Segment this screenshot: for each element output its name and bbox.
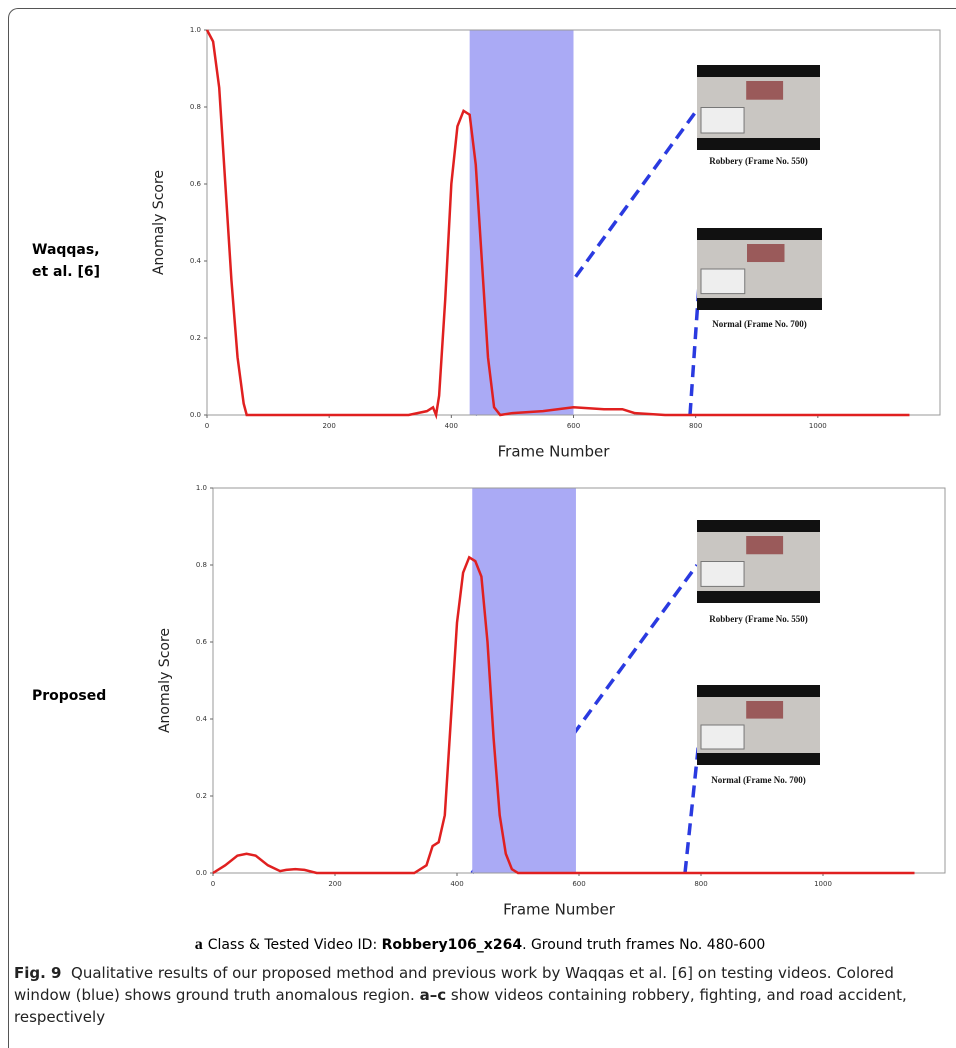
y-tick-label: 1.0 — [196, 484, 207, 492]
x-tick-label: 600 — [572, 880, 585, 888]
thumbnail-caption: Robbery (Frame No. 550) — [709, 156, 807, 166]
x-tick-label: 1000 — [814, 880, 832, 888]
thumbnail-car — [700, 561, 745, 587]
x-tick-label: 200 — [322, 422, 335, 430]
x-tick-label: 200 — [328, 880, 341, 888]
thumbnail-car — [700, 268, 746, 295]
y-tick-label: 0.6 — [196, 638, 208, 646]
plot-frame — [212, 487, 946, 874]
y-tick-label: 0.0 — [190, 411, 201, 419]
thumbnail-car — [746, 536, 784, 555]
subcaption-id: Robbery106_x264 — [382, 937, 523, 953]
caption: Fig. 9 Qualitative results of our propos… — [14, 962, 944, 1028]
y-tick-label: 1.0 — [190, 26, 201, 34]
thumbnail-caption: Normal (Frame No. 700) — [712, 319, 806, 329]
x-tick-label: 800 — [694, 880, 707, 888]
thumbnail-caption: Normal (Frame No. 700) — [711, 775, 805, 785]
figure: Waqqas, et al. [6] Proposed a Class & Tes… — [32, 26, 946, 953]
x-tick-label: 0 — [211, 880, 215, 888]
subcaption: a Class & Tested Video ID: Robbery106_x26… — [195, 936, 766, 953]
y-axis-label: Anomaly Score — [151, 170, 167, 275]
subcaption-letter: a — [195, 936, 203, 953]
row-label: Proposed — [32, 688, 106, 704]
y-tick-label: 0.0 — [196, 869, 207, 877]
thumbnail-car — [746, 81, 784, 100]
y-tick-label: 0.2 — [196, 792, 207, 800]
y-tick-label: 0.8 — [190, 103, 201, 111]
thumbnail-car — [746, 701, 784, 719]
caption-text: show videos containing robbery, fighting… — [14, 986, 907, 1026]
y-tick-label: 0.4 — [196, 715, 208, 723]
y-tick-label: 0.2 — [190, 334, 201, 342]
caption-label: Fig. 9 — [14, 964, 62, 982]
y-tick-label: 0.6 — [190, 180, 202, 188]
y-tick-label: 0.4 — [190, 257, 202, 265]
thumbnail-car — [700, 724, 745, 750]
x-tick-label: 400 — [450, 880, 463, 888]
x-axis-label: Frame Number — [498, 443, 611, 461]
thumbnail-caption: Robbery (Frame No. 550) — [709, 614, 807, 624]
row-label: et al. [6] — [32, 264, 100, 280]
row-label: Waqqas, — [32, 242, 100, 258]
caption-text: Qualitative results of our proposed meth… — [14, 964, 894, 1004]
subcaption-text: Class & Tested Video ID: — [208, 937, 382, 953]
x-tick-label: 800 — [689, 422, 702, 430]
subcaption-text: . Ground truth frames No. 480-600 — [522, 937, 765, 953]
thumbnail-car — [700, 107, 745, 134]
figure-frame — [8, 8, 956, 1048]
series-line — [212, 555, 915, 875]
y-tick-label: 0.8 — [196, 561, 207, 569]
x-axis-label: Frame Number — [503, 901, 616, 919]
x-tick-label: 1000 — [809, 422, 827, 430]
x-tick-label: 600 — [567, 422, 580, 430]
series-line — [205, 29, 910, 420]
thumbnail-car — [747, 244, 785, 263]
shade-region — [472, 488, 576, 873]
x-tick-label: 400 — [445, 422, 458, 430]
caption-bold: a–c — [419, 986, 447, 1004]
x-tick-label: 0 — [205, 422, 209, 430]
y-axis-label: Anomaly Score — [157, 628, 173, 733]
shade-region — [469, 30, 574, 415]
